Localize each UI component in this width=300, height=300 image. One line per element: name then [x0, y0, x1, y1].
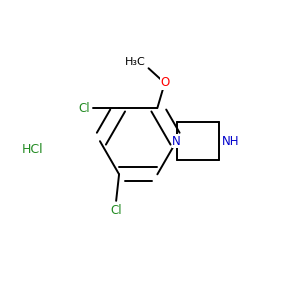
- Text: O: O: [160, 76, 169, 89]
- Text: Cl: Cl: [110, 204, 122, 217]
- Text: HCl: HCl: [21, 143, 43, 157]
- Text: NH: NH: [222, 135, 240, 148]
- Text: Cl: Cl: [78, 101, 90, 115]
- Text: H₃C: H₃C: [125, 57, 146, 67]
- Text: N: N: [172, 135, 181, 148]
